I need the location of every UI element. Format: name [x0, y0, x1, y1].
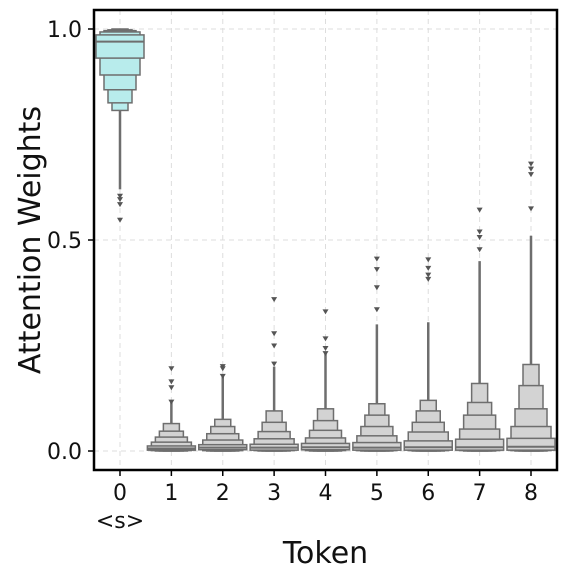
y-tick-label-2: 1.0 — [47, 18, 82, 43]
outlier-4-0 — [322, 309, 329, 315]
outlier-6-2 — [425, 272, 432, 278]
outlier-0-2 — [117, 202, 123, 208]
outlier-4-2 — [322, 346, 329, 352]
outlier-3-2 — [271, 343, 278, 349]
outlier-7-3 — [476, 247, 483, 253]
outlier-8-2 — [528, 172, 534, 178]
special-token-label: <s> — [96, 509, 144, 534]
outlier-8-1 — [528, 166, 534, 172]
outlier-6-3 — [425, 276, 432, 282]
boxen-token-5 — [352, 256, 402, 452]
outlier-5-0 — [373, 256, 380, 262]
y-axis-label: Attention Weights — [13, 106, 48, 374]
box-level-0-0 — [95, 34, 145, 59]
boxen-token-1 — [146, 366, 197, 452]
x-tick-label-2: 2 — [216, 481, 230, 506]
boxen-token-2 — [198, 364, 248, 452]
boxen-token-0 — [95, 28, 145, 223]
x-axis-ticks: 0 1 2 3 4 5 6 7 8 — [113, 470, 538, 506]
box-level-7-0 — [454, 438, 505, 451]
outlier-4-3 — [322, 351, 329, 357]
x-tick-label-7: 7 — [473, 481, 487, 506]
boxen-token-8 — [506, 161, 556, 452]
box-level-8-0 — [506, 437, 556, 451]
outlier-0-0 — [117, 193, 123, 199]
outlier-2-1 — [219, 366, 226, 372]
x-tick-label-3: 3 — [267, 481, 281, 506]
outlier-4-1 — [322, 336, 329, 342]
boxen-token-3 — [249, 297, 299, 452]
outlier-1-2 — [168, 385, 175, 391]
outlier-3-0 — [271, 297, 278, 303]
outlier-8-3 — [528, 206, 534, 212]
outlier-5-1 — [373, 267, 380, 273]
outlier-3-3 — [271, 361, 278, 367]
outlier-0-1 — [117, 197, 123, 203]
outlier-1-3 — [168, 399, 175, 405]
y-axis-ticks: 0.0 0.5 1.0 — [47, 18, 94, 465]
outlier-0-3 — [117, 217, 123, 223]
y-tick-label-1: 0.5 — [47, 229, 82, 254]
outlier-5-3 — [373, 307, 380, 313]
outlier-6-1 — [425, 265, 432, 271]
box-level-6-0 — [403, 440, 453, 451]
outlier-7-1 — [476, 229, 483, 235]
x-tick-label-8: 8 — [524, 481, 538, 506]
boxen-token-7 — [454, 207, 505, 452]
boxen-token-6 — [403, 257, 453, 452]
box-level-5-0 — [352, 441, 402, 451]
outlier-5-2 — [373, 285, 380, 291]
x-tick-label-1: 1 — [164, 481, 178, 506]
outlier-6-0 — [425, 257, 432, 263]
outlier-7-0 — [476, 207, 483, 213]
outlier-3-1 — [271, 331, 278, 337]
outlier-1-1 — [168, 379, 175, 385]
x-tick-label-0: 0 — [113, 481, 127, 506]
y-tick-label-0: 0.0 — [47, 440, 82, 465]
boxen-series — [95, 28, 556, 452]
x-tick-label-5: 5 — [370, 481, 384, 506]
outlier-2-2 — [219, 373, 226, 379]
boxen-token-4 — [300, 309, 351, 452]
x-tick-label-6: 6 — [421, 481, 435, 506]
x-axis-label: Token — [282, 536, 368, 571]
x-tick-label-4: 4 — [319, 481, 333, 506]
outlier-7-2 — [476, 235, 483, 241]
outlier-1-0 — [168, 366, 175, 372]
outlier-8-0 — [528, 161, 534, 167]
